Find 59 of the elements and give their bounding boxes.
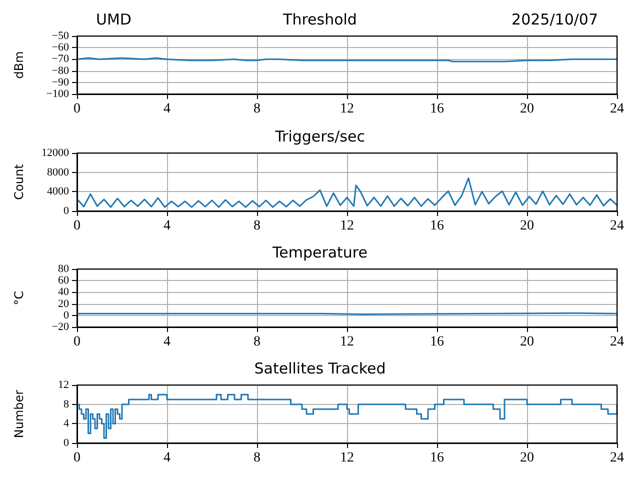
- y-tick-label: 12000: [42, 147, 70, 159]
- x-tick-label: 20: [520, 450, 534, 466]
- y-tick-label: 80: [58, 263, 70, 275]
- y-axis-title: Number: [12, 390, 26, 438]
- y-axis-title: Count: [12, 164, 26, 200]
- y-axis-title: °C: [12, 290, 26, 306]
- y-tick-label: 4: [64, 418, 70, 430]
- x-tick-label: 16: [430, 450, 444, 466]
- line-series: [76, 177, 618, 208]
- x-tick-label: 8: [254, 102, 260, 116]
- x-tick-label: 0: [74, 218, 80, 234]
- x-tick-label: 4: [164, 450, 170, 466]
- y-tick-label: −70: [52, 53, 70, 66]
- x-tick-label: 24: [610, 450, 624, 466]
- x-tick-label: 20: [520, 218, 534, 234]
- y-tick-label: −60: [52, 42, 70, 54]
- x-tick-label: 12: [340, 450, 354, 466]
- y-tick-label: 0: [64, 437, 70, 449]
- x-tick-label: 12: [340, 334, 354, 350]
- y-tick-label: −90: [52, 76, 70, 88]
- y-tick-label: 8: [64, 398, 70, 410]
- x-tick-label: 16: [430, 218, 444, 234]
- x-tick-label: 20: [520, 102, 534, 116]
- chart-title: Satellites Tracked: [254, 360, 386, 378]
- y-tick-label: 12: [58, 379, 69, 391]
- text: UMD: [96, 10, 132, 28]
- y-tick-label: −20: [52, 321, 70, 333]
- x-tick-label: 12: [340, 102, 354, 116]
- x-tick-label: 4: [164, 334, 170, 350]
- x-tick-label: 24: [610, 218, 624, 234]
- y-axis-title: dBm: [12, 51, 26, 79]
- x-tick-label: 0: [74, 102, 80, 116]
- text: 2025/10/07: [512, 10, 598, 28]
- chart-title: Temperature: [271, 244, 368, 262]
- x-tick-label: 12: [340, 218, 354, 234]
- x-tick-label: 20: [520, 334, 534, 350]
- x-tick-label: 16: [430, 334, 444, 350]
- y-tick-label: −80: [52, 64, 70, 77]
- x-tick-label: 4: [164, 218, 170, 234]
- y-tick-label: 20: [58, 298, 70, 310]
- x-tick-label: 24: [610, 334, 624, 350]
- y-tick-label: 0: [64, 205, 70, 217]
- x-tick-label: 4: [164, 102, 170, 116]
- x-tick-label: 8: [254, 218, 260, 234]
- chart-title: Threshold: [282, 10, 357, 28]
- y-tick-label: 60: [58, 274, 70, 287]
- x-tick-label: 0: [74, 450, 80, 466]
- x-tick-label: 16: [430, 102, 444, 116]
- x-tick-label: 0: [74, 334, 80, 350]
- x-tick-label: 8: [254, 450, 260, 466]
- y-tick-label: −100: [46, 88, 70, 100]
- x-tick-label: 24: [610, 102, 624, 116]
- y-tick-label: 40: [58, 286, 70, 298]
- y-tick-label: −50: [52, 30, 70, 42]
- y-tick-label: 8000: [47, 166, 70, 178]
- y-tick-label: 4000: [47, 186, 70, 198]
- y-tick-label: 0: [64, 309, 70, 322]
- x-tick-label: 8: [254, 334, 260, 350]
- chart-title: Triggers/sec: [274, 128, 365, 146]
